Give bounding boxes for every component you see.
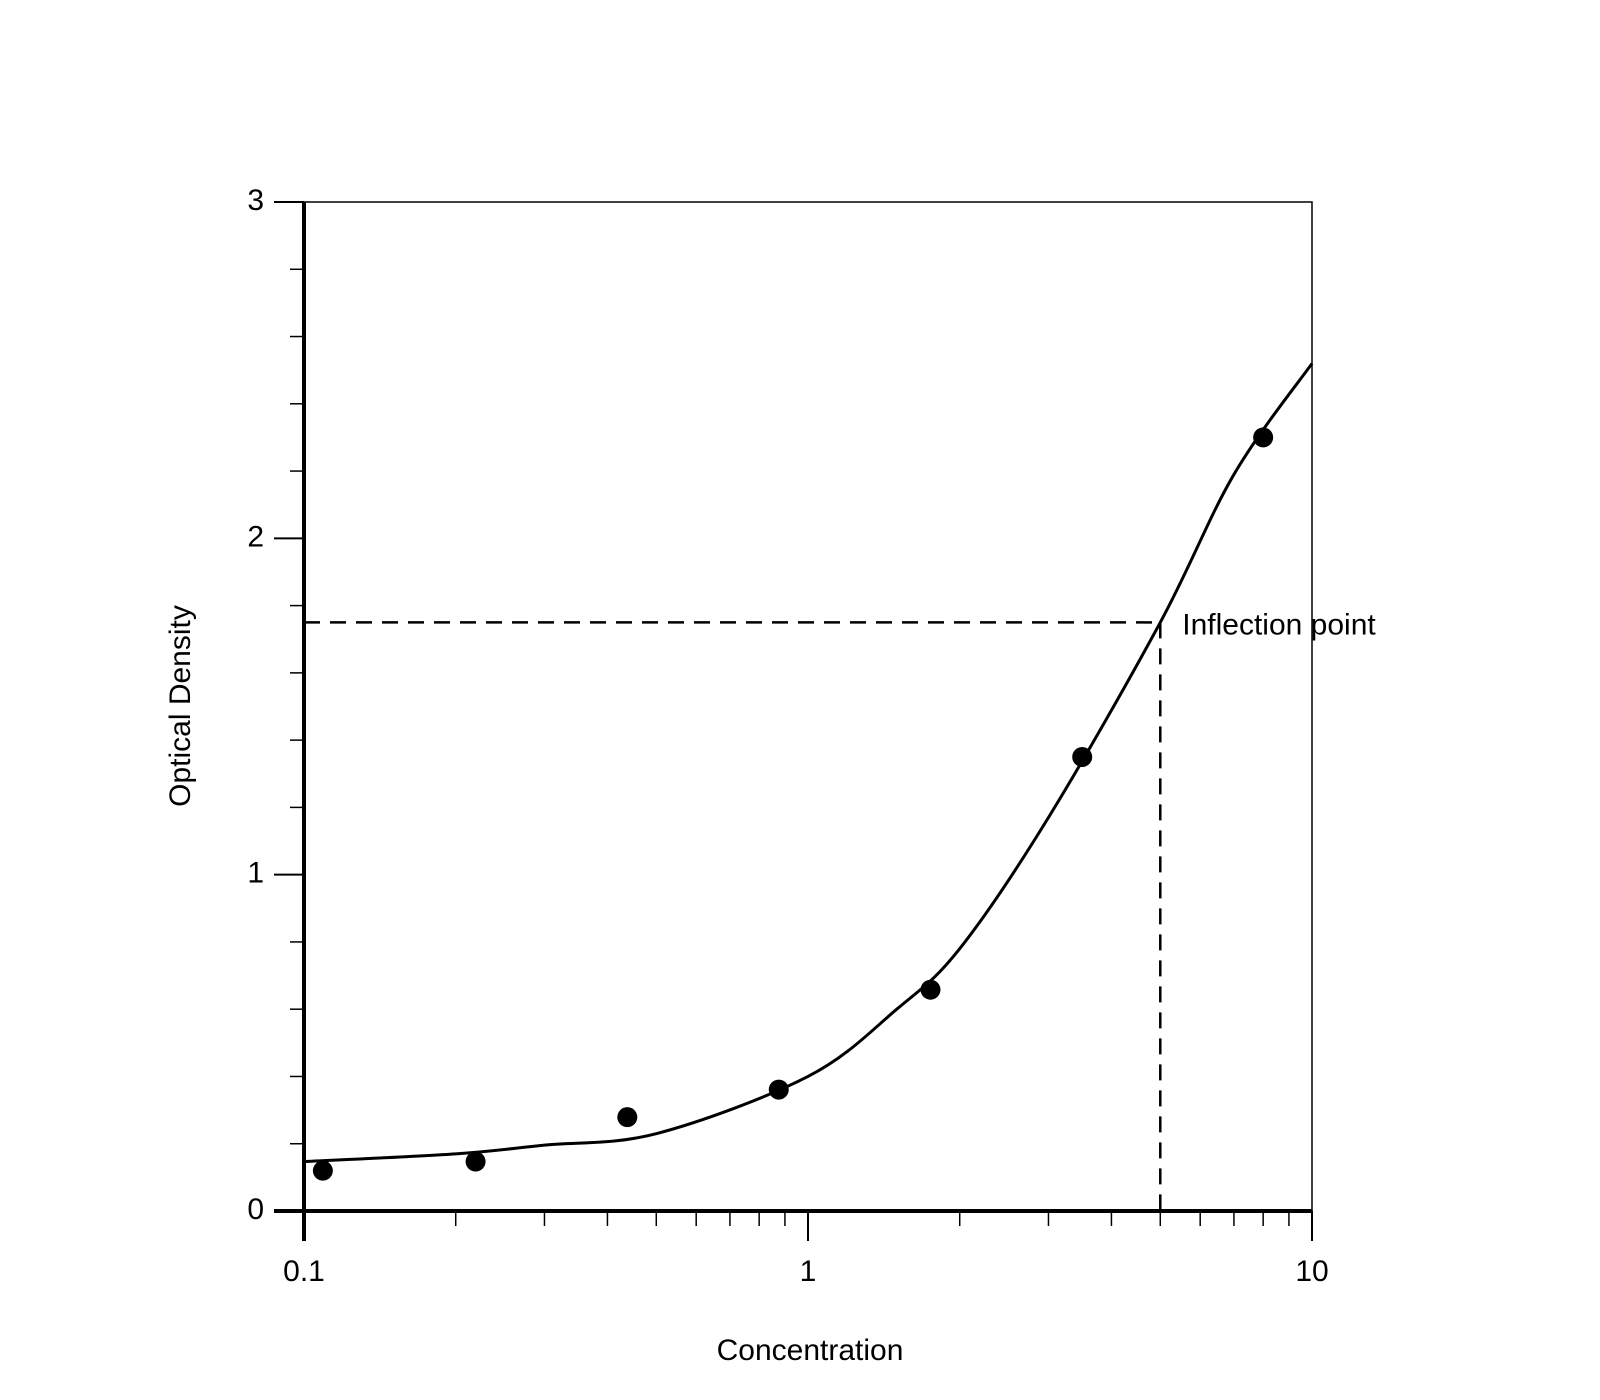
y-axis-label: Optical Density	[164, 605, 197, 807]
fit-curve	[303, 362, 1314, 1164]
y-tick-label: 2	[247, 520, 264, 553]
y-tick-label: 1	[247, 857, 264, 890]
data-point	[617, 1107, 638, 1128]
data-point	[920, 979, 941, 1000]
x-tick-label: 1	[800, 1255, 817, 1288]
y-tick-label: 0	[247, 1193, 264, 1226]
data-point	[465, 1151, 486, 1172]
annotation-label: Inflection point	[1182, 608, 1376, 641]
data-point	[768, 1079, 789, 1100]
x-tick-label: 0.1	[283, 1255, 325, 1288]
y-tick-label: 3	[247, 184, 264, 217]
data-point	[1072, 746, 1093, 767]
data-point	[1253, 427, 1274, 448]
x-tick-label: 10	[1295, 1255, 1328, 1288]
data-point	[312, 1160, 333, 1181]
x-axis-label: Concentration	[717, 1334, 904, 1367]
